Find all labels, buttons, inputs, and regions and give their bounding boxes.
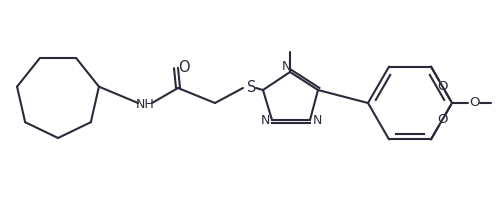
Text: N: N [312, 114, 322, 128]
Text: O: O [178, 59, 190, 74]
Text: N: N [282, 61, 290, 73]
Text: NH: NH [136, 98, 154, 110]
Text: S: S [248, 80, 256, 95]
Text: O: O [437, 113, 448, 126]
Text: O: O [437, 80, 448, 93]
Text: O: O [470, 97, 480, 109]
Text: N: N [260, 114, 270, 128]
